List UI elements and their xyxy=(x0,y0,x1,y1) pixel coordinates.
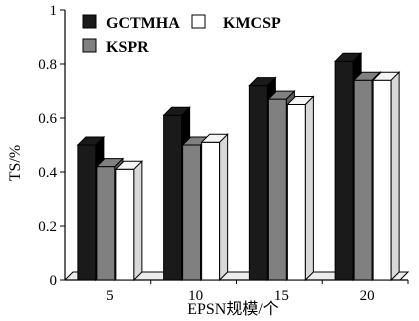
y-tick-label: 0.4 xyxy=(38,165,57,181)
y-axis-label: TS/% xyxy=(7,145,24,181)
bar-front xyxy=(96,166,116,281)
bar-side xyxy=(219,133,229,282)
x-tick-label: 20 xyxy=(360,288,375,304)
bar-side xyxy=(133,160,143,282)
bar-front xyxy=(372,79,392,281)
bar-side xyxy=(304,95,314,282)
x-axis-label: EPSN规模/个 xyxy=(187,300,279,318)
legend-swatch-kspr xyxy=(82,38,97,53)
y-tick-label: 0.2 xyxy=(38,219,57,235)
bar-kmcsp-5 xyxy=(114,160,144,282)
x-tick-label: 15 xyxy=(274,288,289,304)
bar-front xyxy=(182,144,202,281)
legend-label-gctmha: GCTMHA xyxy=(106,15,180,32)
bar-front xyxy=(334,60,354,281)
bar-front xyxy=(286,104,306,281)
y-tick-label: 0.6 xyxy=(38,111,57,127)
bar-kmcsp-15 xyxy=(286,95,315,282)
bar-kmcsp-10 xyxy=(200,133,229,282)
legend-label-kmcsp: KMCSP xyxy=(223,15,281,32)
axes: EPSN规模/个 TS/% 00.20.40.60.815 10 15 20 xyxy=(7,3,409,318)
legend: GCTMHA KMCSP KSPR xyxy=(82,14,281,56)
y-tick-label: 0 xyxy=(50,273,58,289)
bar-front xyxy=(267,98,287,281)
legend-swatch-kmcsp xyxy=(191,14,206,29)
legend-label-kspr: KSPR xyxy=(106,39,149,56)
x-tick-label: 10 xyxy=(188,288,203,304)
bar-front xyxy=(353,79,373,281)
x-tick-label: 5 xyxy=(106,288,114,304)
bar-front xyxy=(163,114,183,281)
bar-front xyxy=(77,144,97,281)
plot-area xyxy=(63,10,410,282)
bar-front xyxy=(115,168,135,281)
bar-side xyxy=(390,70,400,282)
bar-front xyxy=(201,141,221,281)
bar-front xyxy=(248,85,268,281)
legend-swatch-gctmha xyxy=(82,14,97,29)
bar-kmcsp-20 xyxy=(371,70,401,282)
y-tick-label: 0.8 xyxy=(38,57,57,73)
y-tick-label: 1 xyxy=(50,3,58,19)
